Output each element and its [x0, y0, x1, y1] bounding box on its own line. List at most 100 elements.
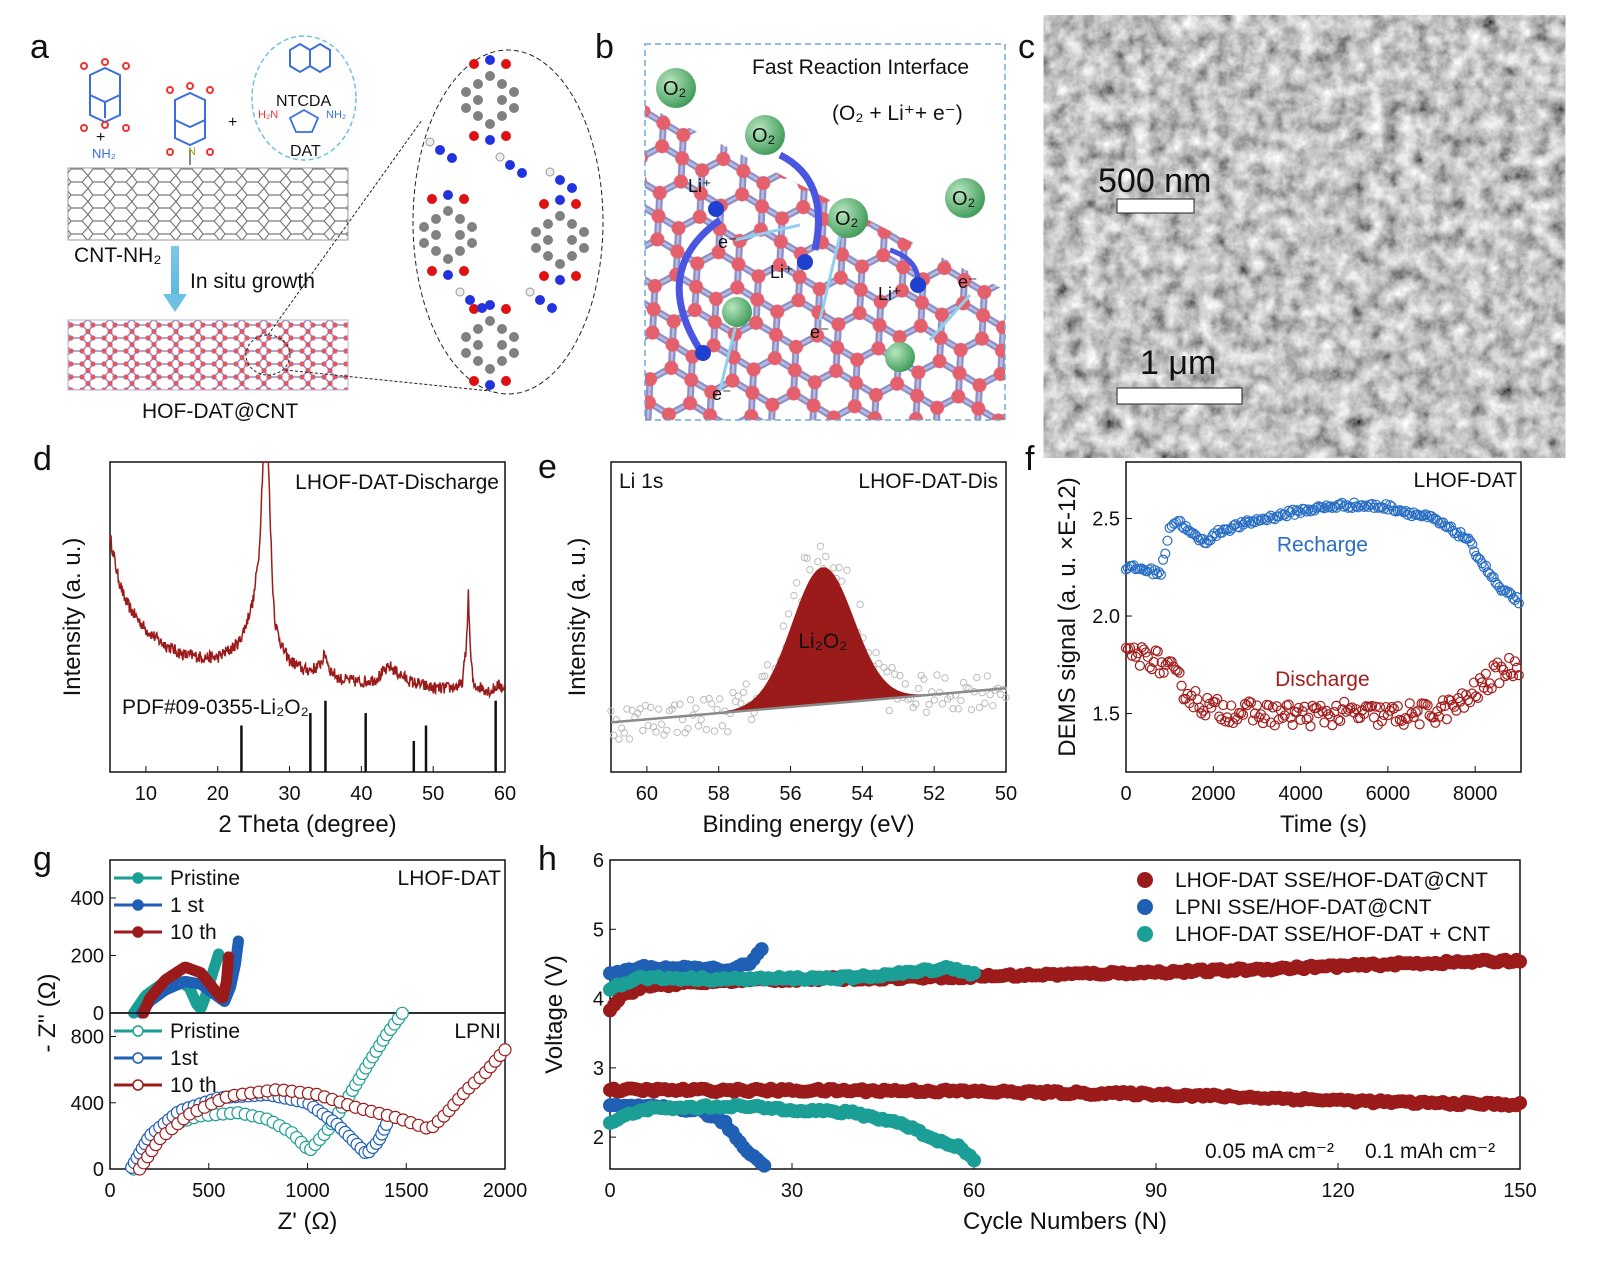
discharge-data-point: [1435, 701, 1447, 712]
discharge-data-point: [1441, 714, 1452, 725]
discharge-data-point: [1222, 712, 1233, 723]
discharge-data-point: [1333, 714, 1344, 725]
discharge-data-point: [1212, 693, 1223, 705]
eis-data-point: [213, 948, 225, 960]
discharge-data-point: [1176, 680, 1187, 691]
voltage-point-charge: [754, 942, 769, 957]
raw-data-point: [723, 727, 732, 736]
panel-letter-h: h: [538, 840, 557, 878]
electron-label: e⁻: [718, 232, 738, 252]
discharge-data-point: [1507, 671, 1519, 682]
raw-data-point: [758, 672, 766, 681]
naphthalene-imide-molecule-grafted: [166, 82, 214, 165]
recharge-data-point: [1465, 536, 1476, 547]
raw-data-point: [914, 684, 923, 693]
carbon-atom: [567, 251, 577, 261]
raw-data-point: [822, 552, 830, 561]
raw-data-point: [901, 680, 909, 688]
y-tick-label: 0: [93, 1003, 104, 1025]
legend-label: LPNI SSE/HOF-DAT@CNT: [1175, 896, 1432, 919]
carbon-atom: [543, 251, 553, 261]
discharge-data-point: [1494, 678, 1505, 689]
raw-data-point: [981, 699, 989, 707]
cnt-nh2-label: CNT-NH₂: [74, 244, 161, 267]
y-axis-title: Intensity (a. u.): [59, 538, 86, 697]
discharge-data-point: [1277, 712, 1288, 723]
discharge-data-point: [1287, 719, 1298, 730]
recharge-data-point: [1188, 528, 1199, 539]
y-tick-label: 2.0: [1092, 606, 1120, 628]
sample-annotation: LHOF-DAT-Discharge: [295, 471, 499, 494]
hydrogen-atom: [495, 152, 505, 162]
x-tick-label: 0: [604, 1180, 615, 1202]
x-axis-title: Z' (Ω): [278, 1208, 338, 1235]
panel-letter-a: a: [30, 28, 49, 66]
raw-data-point: [739, 688, 748, 696]
carbon-atom: [579, 227, 589, 237]
main-scale-bar: [1116, 387, 1243, 405]
recharge-data-point: [1396, 506, 1407, 517]
discharge-data-point: [1376, 716, 1388, 727]
recharge-data-point: [1380, 499, 1391, 510]
raw-data-point: [692, 704, 700, 712]
nitrogen-atom: [555, 175, 565, 185]
oxygen-atom: [539, 199, 549, 209]
raw-data-point: [986, 691, 994, 699]
raw-data-point: [639, 726, 647, 735]
o2-molecule: [656, 68, 696, 108]
raw-data-point: [843, 566, 851, 574]
y-tick-label: 0: [93, 1159, 104, 1181]
cnt-nh2-tube: [67, 167, 349, 241]
raw-data-point: [837, 577, 846, 585]
sample-annotation: LHOF-DAT: [398, 867, 502, 890]
recharge-data-point: [1414, 510, 1425, 521]
ntcda-label: NTCDA: [276, 93, 331, 110]
x-tick-label: 0: [104, 1180, 115, 1202]
sample-annotation: LHOF-DAT: [1414, 469, 1518, 492]
cycling-chart: 0 30 60 90 120 150 2 3 4 5 6 Cycle Numbers (N) Volta…: [541, 850, 1537, 1235]
x-axis-title: Cycle Numbers (N): [963, 1208, 1167, 1235]
panel-letter-e: e: [538, 448, 557, 486]
current-density-label: 0.05 mA cm⁻²: [1205, 1140, 1334, 1163]
discharge-data-point: [1200, 710, 1211, 721]
x-tick-label: 2000: [1191, 783, 1236, 805]
x-tick-label: 40: [350, 783, 372, 805]
raw-data-point: [936, 688, 944, 697]
discharge-data-point: [1410, 707, 1421, 718]
raw-data-point: [933, 671, 941, 679]
raw-data-point: [670, 701, 679, 709]
raw-data-point: [872, 648, 880, 657]
legend-label: Pristine: [170, 1020, 240, 1043]
discharge-data-point: [1303, 712, 1314, 723]
recharge-data-point: [1303, 504, 1314, 515]
discharge-data-point: [1317, 706, 1328, 717]
carbon-atom: [497, 324, 507, 334]
discharge-data-point: [1243, 696, 1255, 707]
raw-data-point: [673, 728, 681, 737]
panel-c-sem-image: 500 nm 1 μm: [1087, 52, 1522, 421]
hof-lattice-surface: [645, 105, 1005, 420]
x-tick-label: 50: [422, 783, 444, 805]
sem-inset-micrograph: [1088, 53, 1311, 221]
raw-data-point: [636, 705, 644, 713]
carbon-atom: [419, 238, 429, 248]
recharge-data-point: [1162, 535, 1173, 546]
voltage-point-discharge: [967, 1153, 981, 1168]
hof-molecular-structure: [419, 55, 589, 390]
discharge-data-point: [1392, 701, 1403, 712]
nitrogen-atom: [555, 195, 565, 205]
carbon-atom: [461, 348, 471, 358]
lithium-ion-dot: [910, 277, 926, 293]
discharge-data-point: [1323, 709, 1334, 720]
oxygen-atom: [427, 194, 437, 204]
discharge-data-point: [1150, 645, 1161, 656]
raw-data-point: [967, 705, 976, 714]
monomer-dashed-ellipse: [251, 35, 357, 161]
raw-data-point: [697, 715, 705, 724]
panel-letter-g: g: [33, 840, 52, 878]
raw-data-point: [883, 668, 891, 676]
nitrogen-atom: [485, 135, 495, 145]
li-migration-arrow: [675, 217, 723, 352]
y-tick-label: 4: [593, 989, 604, 1011]
xrd-pattern-line: [109, 461, 506, 699]
